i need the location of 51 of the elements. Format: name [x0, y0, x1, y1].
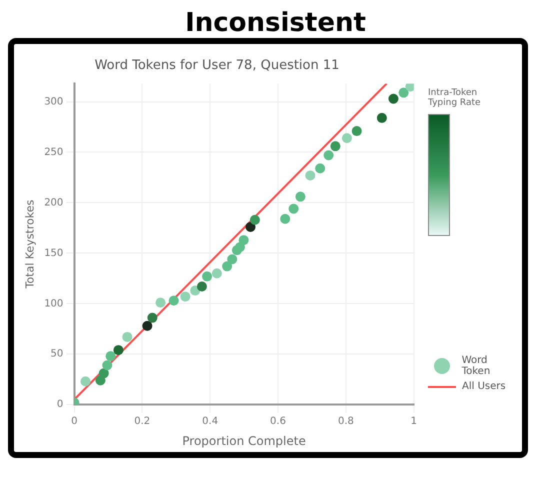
point [102, 360, 112, 370]
point [405, 84, 414, 92]
point [156, 298, 166, 308]
chart-title: Word Tokens for User 78, Question 11 [94, 58, 340, 74]
point [106, 351, 116, 362]
point [238, 235, 249, 246]
point [398, 88, 409, 98]
color-bar-title: Intra-Token Typing Rate [428, 88, 482, 108]
point [168, 296, 179, 306]
point [142, 320, 152, 331]
point [376, 112, 387, 123]
point [212, 268, 222, 278]
point [280, 214, 290, 224]
point [202, 271, 212, 282]
text: Inconsistent [184, 8, 367, 38]
y-tick-label: 300 [44, 96, 64, 108]
point [342, 133, 352, 144]
point [288, 204, 299, 214]
point [122, 332, 132, 342]
point [388, 94, 398, 104]
point [315, 163, 326, 174]
y-axis-title: Total Keystrokes [23, 200, 36, 290]
point [305, 170, 316, 180]
point [196, 281, 207, 292]
x-tick-label: 0.2 [134, 416, 150, 428]
point [330, 141, 340, 152]
x-tick-label: 0.8 [338, 416, 354, 428]
y-tick-label: 100 [44, 298, 64, 310]
y-tick-label: 150 [44, 248, 64, 259]
point [222, 261, 232, 272]
point [352, 126, 362, 136]
point [98, 368, 109, 378]
point [147, 312, 158, 323]
y-tick-label: 200 [44, 197, 64, 208]
x-tick-label: 0.4 [202, 416, 218, 428]
x-tick-label: 1 [410, 416, 418, 428]
x-tick-label: 0 [71, 416, 78, 428]
point [180, 292, 190, 302]
point [246, 222, 256, 232]
point [324, 150, 334, 160]
point [80, 376, 90, 386]
legend-label: Word Token [462, 355, 492, 377]
y-tick-label: 250 [44, 146, 64, 158]
point [250, 214, 260, 225]
point [227, 254, 238, 264]
point [295, 192, 306, 202]
legend-label: All Users [462, 381, 506, 392]
y-tick-label: 0 [56, 399, 64, 410]
y-tick-label: 50 [50, 348, 64, 360]
x-tick-label: 0.6 [270, 416, 286, 428]
point [113, 345, 124, 356]
